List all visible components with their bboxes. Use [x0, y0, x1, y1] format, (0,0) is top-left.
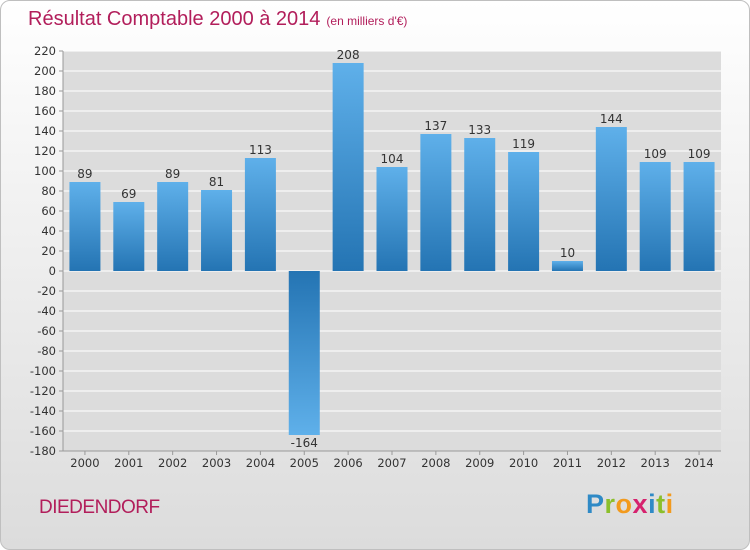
y-tick-label: 40: [41, 224, 56, 238]
x-tick-label: 2000: [70, 456, 99, 470]
bar-2008: [420, 134, 452, 271]
x-tick-label: 2001: [114, 456, 143, 470]
x-tick-label: 2003: [202, 456, 231, 470]
logo-letter: i: [648, 489, 657, 519]
logo-letter: P: [586, 489, 605, 519]
value-label: 81: [209, 175, 224, 189]
bars: [69, 63, 715, 435]
bar-2014: [683, 162, 715, 271]
value-label: 89: [165, 167, 180, 181]
y-tick-label: 220: [34, 44, 56, 58]
value-labels: 89 69 89 81 113 -164 208 104 137 133 119 10 144 109 10…: [77, 48, 710, 450]
y-tick-label: -140: [30, 404, 56, 418]
x-tick-label: 2009: [465, 456, 494, 470]
value-label: 89: [77, 167, 92, 181]
y-tick-label: -180: [30, 444, 56, 458]
value-label: 137: [424, 119, 447, 133]
x-tick-label: 2008: [421, 456, 450, 470]
x-tick-label: 2007: [377, 456, 406, 470]
y-tick-label: -160: [30, 424, 56, 438]
y-tick-label: -80: [37, 344, 56, 358]
bar-2013: [639, 162, 671, 271]
y-tick-label: 80: [41, 184, 56, 198]
bar-2007: [376, 167, 408, 271]
logo-letter: x: [632, 489, 649, 519]
y-tick-label: -20: [37, 284, 56, 298]
logo-letter: i: [665, 489, 674, 519]
bar-2001: [113, 202, 145, 271]
y-tick-label: -60: [37, 324, 56, 338]
y-tick-label: 160: [34, 104, 56, 118]
y-tick-label: 200: [34, 64, 56, 78]
bar-2002: [157, 182, 189, 271]
y-tick-label: 20: [41, 244, 56, 258]
x-tick-label: 2012: [597, 456, 626, 470]
chart-title-main: Résultat Comptable 2000 à 2014: [28, 8, 321, 30]
location-name: DIEDENDORF: [39, 497, 160, 518]
proxiti-logo[interactable]: Proxiti: [586, 489, 674, 520]
x-tick-label: 2011: [553, 456, 582, 470]
bar-2009: [464, 138, 496, 271]
logo-letter: t: [656, 489, 666, 519]
chart-subtitle: (en milliers d'€): [326, 14, 408, 28]
bar-2006: [332, 63, 364, 271]
y-tick-label: 120: [34, 144, 56, 158]
y-tick-label: 100: [34, 164, 56, 178]
bar-2010: [508, 152, 540, 271]
bar-2012: [595, 127, 627, 271]
value-label: 10: [560, 246, 575, 260]
value-label: 144: [600, 112, 623, 126]
bar-2011: [551, 261, 583, 271]
value-label: 104: [381, 152, 404, 166]
y-tick-label: -100: [30, 364, 56, 378]
value-label: 133: [468, 123, 491, 137]
x-tick-label: 2005: [290, 456, 319, 470]
y-axis-labels: 220200180160140120100806040200-20-40-60-…: [30, 44, 56, 458]
y-tick-label: 140: [34, 124, 56, 138]
value-label: 109: [688, 147, 711, 161]
y-tick-label: 60: [41, 204, 56, 218]
x-tick-label: 2013: [641, 456, 670, 470]
x-tick-label: 2006: [333, 456, 362, 470]
value-label: 113: [249, 143, 272, 157]
bar-2003: [201, 190, 233, 271]
value-label: 69: [121, 187, 136, 201]
y-tick-label: 0: [49, 264, 56, 278]
value-label: 109: [644, 147, 667, 161]
x-tick-label: 2010: [509, 456, 538, 470]
x-tick-label: 2002: [158, 456, 187, 470]
y-tick-label: -120: [30, 384, 56, 398]
logo-letter: r: [604, 489, 616, 519]
chart-title: Résultat Comptable 2000 à 2014 (en millie…: [28, 8, 407, 31]
x-tick-label: 2004: [246, 456, 275, 470]
bar-2000: [69, 182, 101, 271]
value-label: 208: [337, 48, 360, 62]
logo-letter: o: [615, 489, 633, 519]
y-tick-label: 180: [34, 84, 56, 98]
x-axis-labels: 2000 2001 2002 2003 2004 2005 2006 2007 2008 2009…: [70, 456, 713, 470]
x-tick-label: 2014: [684, 456, 713, 470]
y-tick-label: -40: [37, 304, 56, 318]
value-label: -164: [291, 436, 318, 450]
bar-2004: [244, 158, 276, 271]
bar-2005: [288, 271, 320, 435]
value-label: 119: [512, 137, 535, 151]
